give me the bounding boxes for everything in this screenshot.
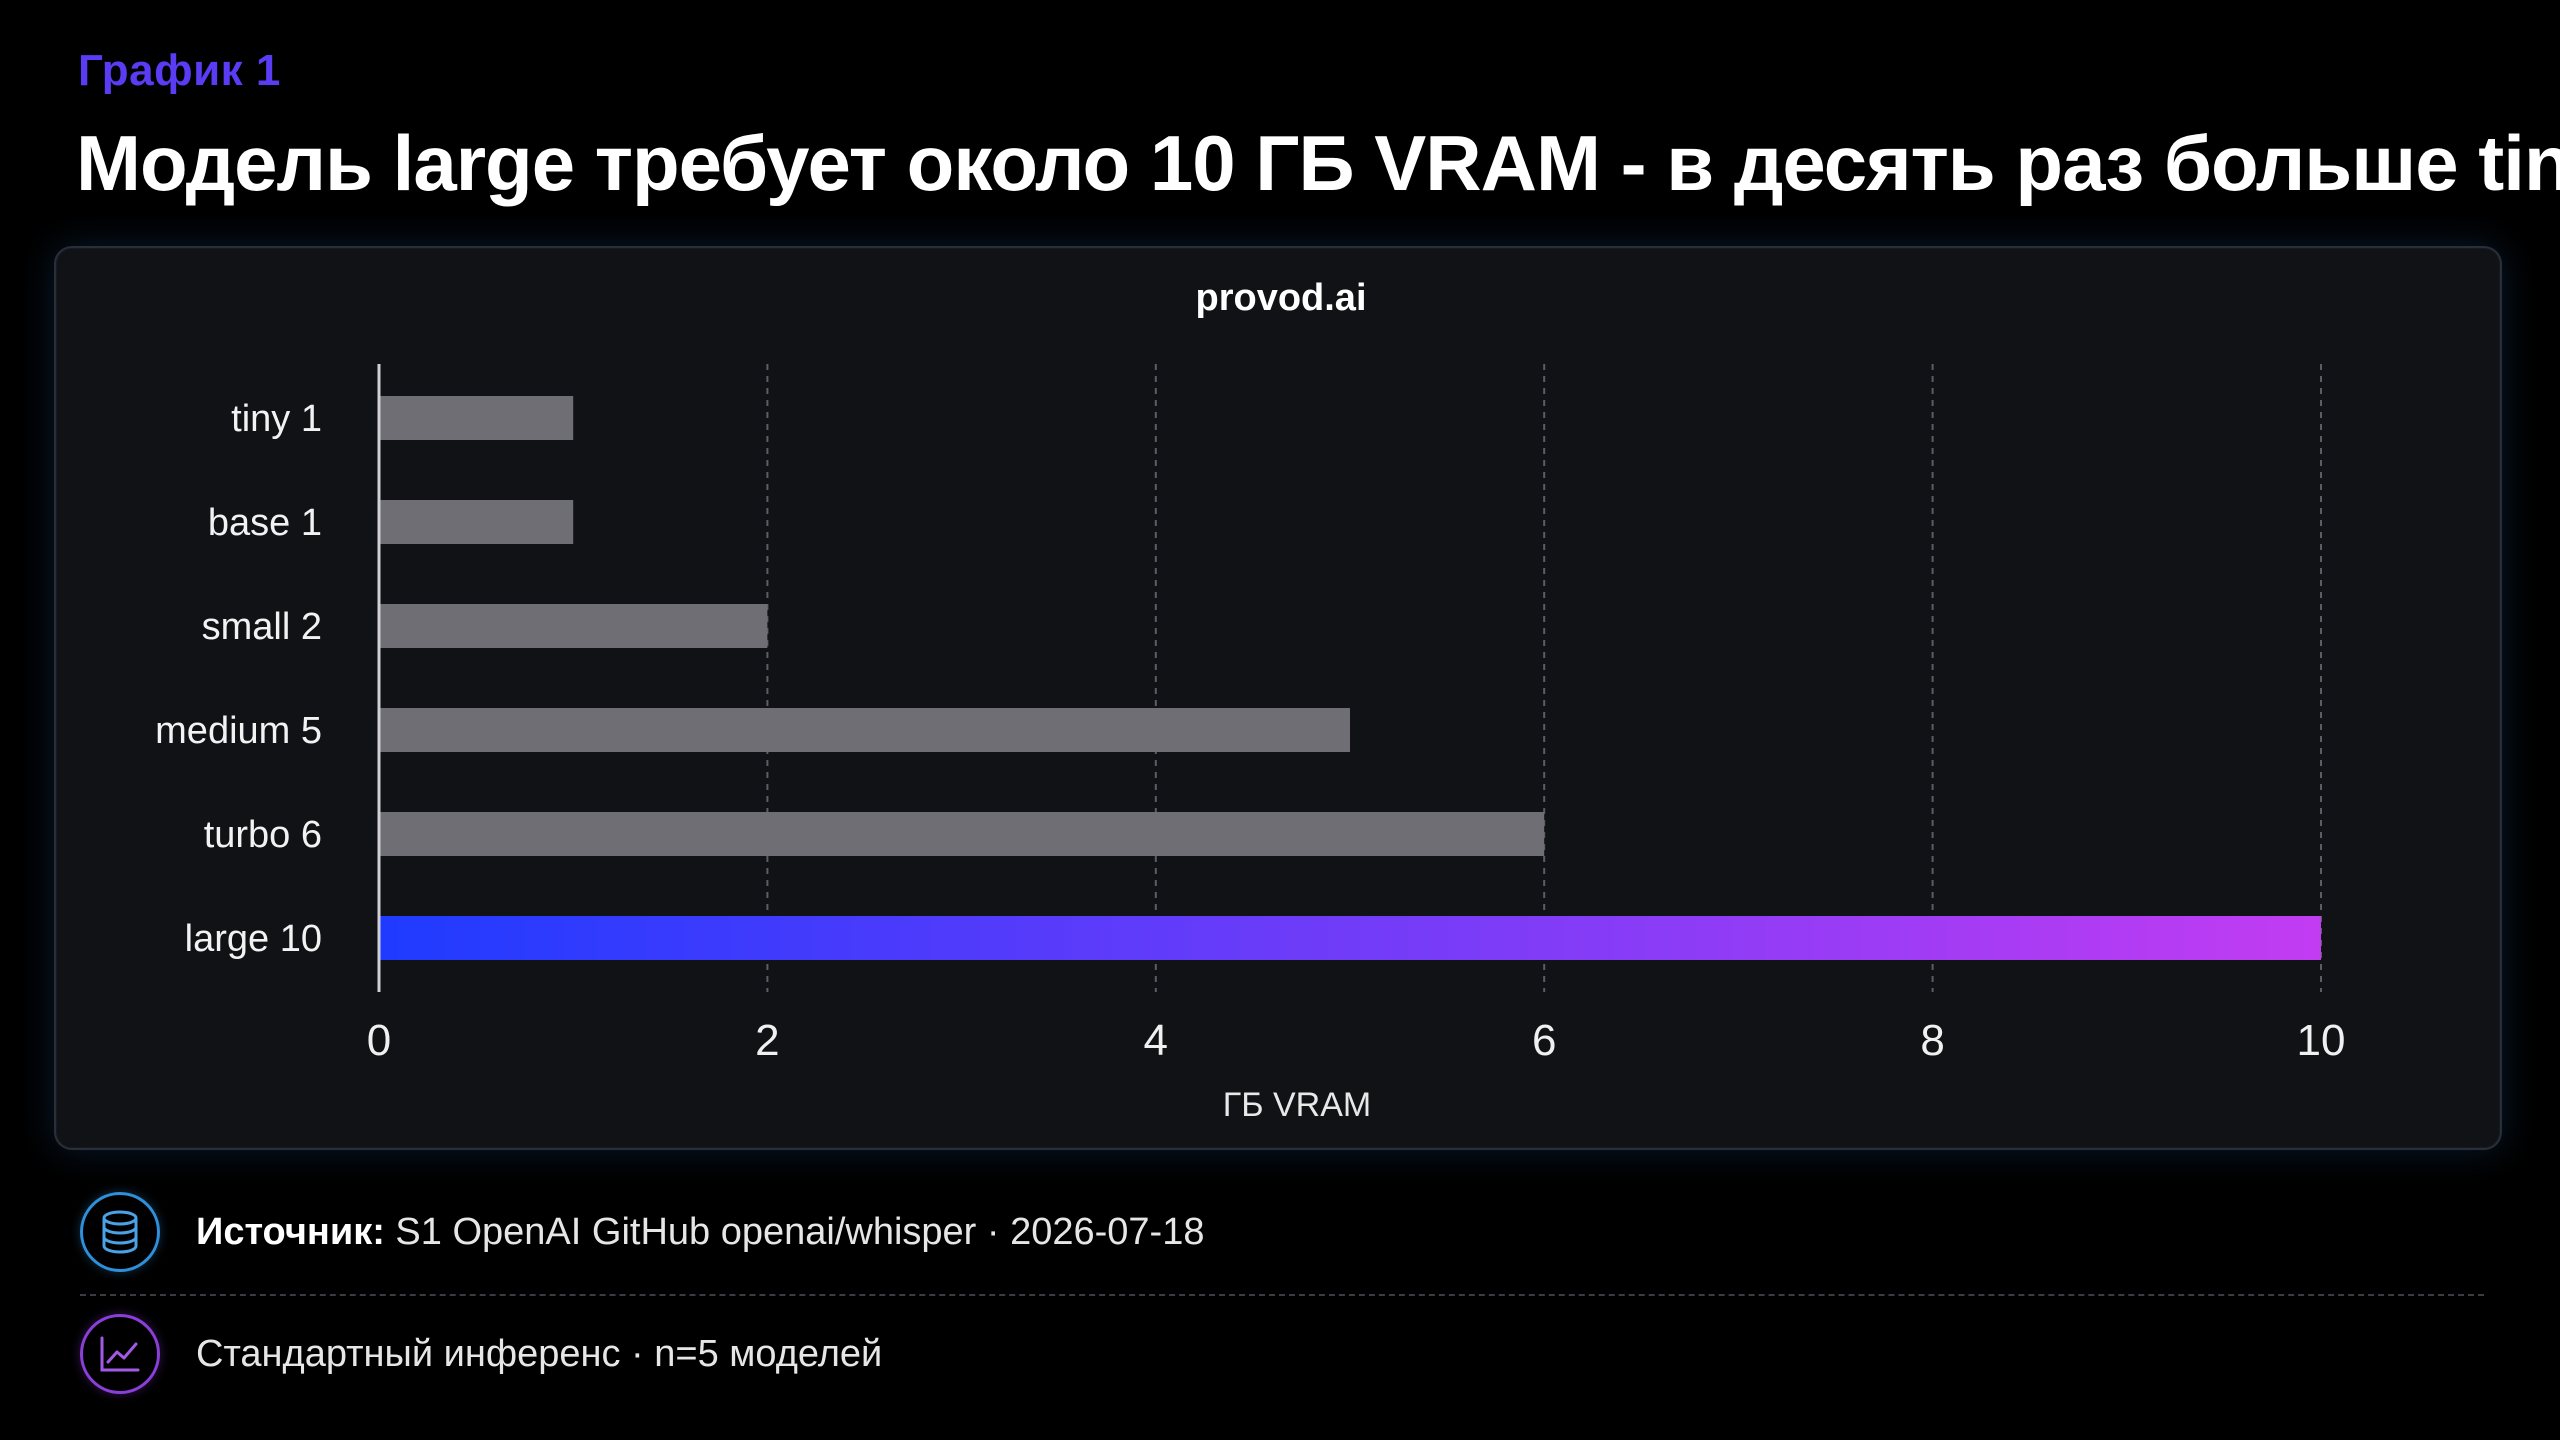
y-category-label: medium 5 [155,710,322,752]
y-category-label: tiny 1 [231,398,322,440]
database-icon [80,1192,160,1272]
chart-trend-icon [80,1314,160,1394]
chart-panel: provod.ai tiny 1 base 1 small 2 medium 5 tur… [54,246,2502,1150]
bar-tiny [379,396,574,440]
chart-kicker: График 1 [78,46,281,95]
source-label: Источник: [196,1210,385,1253]
x-tick-label: 0 [367,1016,391,1065]
source-row: Источник: S1 OpenAI GitHub openai/whispe… [80,1192,1204,1272]
note-row: Стандартный инференс · n=5 моделей [80,1314,882,1394]
source-text: Источник: S1 OpenAI GitHub openai/whispe… [196,1211,1204,1254]
x-tick-label: 10 [2297,1016,2346,1065]
bar-medium [379,708,1350,752]
x-axis-label: ГБ VRAM [1223,1086,1371,1124]
bar-turbo [379,812,1545,856]
page-title: Модель large требует около 10 ГБ VRAM - … [76,119,2560,207]
x-tick-label: 4 [1144,1016,1168,1065]
y-category-label: base 1 [208,502,322,544]
x-tick-label: 2 [755,1016,779,1065]
y-category-label: large 10 [185,918,322,960]
bar-chart: provod.ai tiny 1 base 1 small 2 medium 5 tur… [155,277,2346,1124]
bar-base [379,500,574,544]
bar-small [379,604,768,648]
x-tick-label: 8 [1920,1016,1944,1065]
bar-large [379,916,2321,960]
note-text: Стандартный инференс · n=5 моделей [196,1332,883,1375]
y-category-label: small 2 [202,606,322,648]
source-value: S1 OpenAI GitHub openai/whisper · 2026-0… [384,1210,1205,1253]
chart-title: provod.ai [1195,277,1366,319]
x-tick-label: 6 [1532,1016,1556,1065]
y-category-label: turbo 6 [204,814,322,856]
footer-divider [80,1294,2484,1296]
